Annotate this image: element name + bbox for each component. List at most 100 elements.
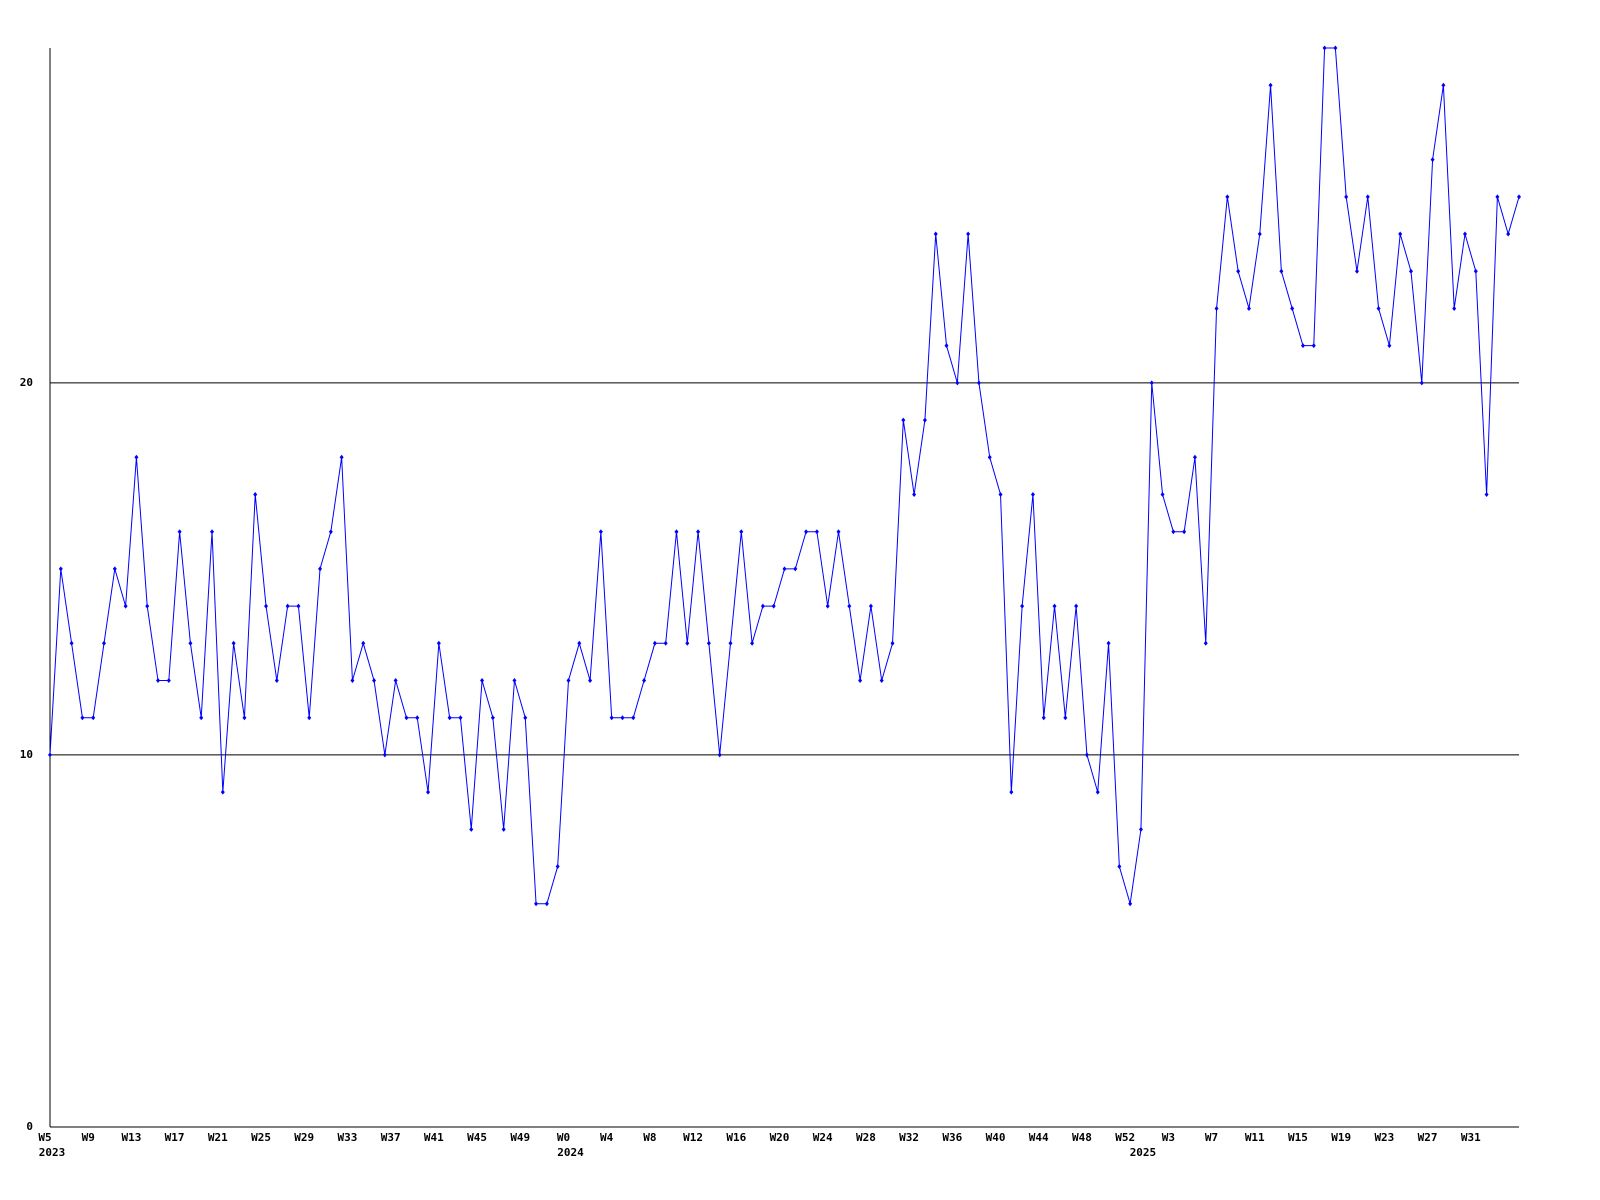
data-point (145, 603, 150, 609)
x-tick-label: W23 (1374, 1131, 1394, 1144)
data-point (1074, 603, 1079, 609)
data-point (1084, 752, 1089, 758)
data-point (1495, 194, 1500, 200)
data-point (760, 603, 765, 609)
data-point (1506, 231, 1511, 237)
data-point (868, 603, 873, 609)
data-point (1290, 305, 1295, 311)
data-point (771, 603, 776, 609)
data-point (264, 603, 269, 609)
x-tick-label: W13 (121, 1131, 141, 1144)
data-point (1517, 194, 1521, 200)
data-point (674, 529, 679, 535)
x-tick-label: W31 (1461, 1131, 1481, 1144)
data-point (112, 566, 117, 572)
data-point (663, 640, 668, 646)
x-tick-label: W3 (1162, 1131, 1175, 1144)
data-point (1020, 603, 1025, 609)
x-tick-label: W27 (1418, 1131, 1438, 1144)
data-point (436, 640, 441, 646)
x-year-label: 2024 (557, 1146, 584, 1159)
x-tick-label: W32 (899, 1131, 919, 1144)
x-tick-label: W45 (467, 1131, 487, 1144)
data-point (220, 789, 225, 795)
data-point (210, 529, 215, 535)
x-tick-label: W21 (208, 1131, 228, 1144)
data-point (91, 715, 96, 721)
data-point (912, 491, 917, 497)
data-point (652, 640, 657, 646)
x-tick-label: W19 (1331, 1131, 1351, 1144)
x-tick-label: W24 (813, 1131, 833, 1144)
x-tick-label: W49 (510, 1131, 530, 1144)
data-point (1484, 491, 1489, 497)
data-point (566, 678, 571, 684)
x-tick-label: W25 (251, 1131, 271, 1144)
data-point (404, 715, 409, 721)
data-point (285, 603, 290, 609)
data-point (890, 640, 895, 646)
data-point (825, 603, 830, 609)
data-point (1441, 82, 1446, 88)
x-tick-label: W16 (726, 1131, 746, 1144)
data-point (296, 603, 301, 609)
data-point (1149, 380, 1154, 386)
data-point (814, 529, 819, 535)
data-point (555, 864, 560, 870)
data-point (458, 715, 463, 721)
data-point (1408, 268, 1413, 274)
data-point (242, 715, 247, 721)
data-point (739, 529, 744, 535)
data-point (598, 529, 603, 535)
data-point (1419, 380, 1424, 386)
x-tick-label: W0 (557, 1131, 570, 1144)
data-point (847, 603, 852, 609)
data-point (480, 678, 485, 684)
x-tick-label: W20 (770, 1131, 790, 1144)
data-point (1473, 268, 1478, 274)
data-point (620, 715, 625, 721)
x-tick-label: W11 (1245, 1131, 1265, 1144)
data-point (1095, 789, 1100, 795)
data-point (1462, 231, 1467, 237)
data-point (1171, 529, 1176, 535)
data-point (328, 529, 333, 535)
x-tick-label: W37 (381, 1131, 401, 1144)
data-point (1203, 640, 1208, 646)
data-point (1398, 231, 1403, 237)
x-tick-label: W5 (38, 1131, 51, 1144)
data-point (1063, 715, 1068, 721)
data-point (933, 231, 938, 237)
data-point (588, 678, 593, 684)
data-point (858, 678, 863, 684)
data-point (1236, 268, 1241, 274)
data-point (1311, 343, 1316, 349)
data-point (1387, 343, 1392, 349)
x-tick-label: W7 (1205, 1131, 1218, 1144)
data-point (361, 640, 366, 646)
data-point (80, 715, 85, 721)
data-point (102, 640, 107, 646)
data-point (1257, 231, 1262, 237)
data-point (523, 715, 528, 721)
data-point (534, 901, 539, 907)
x-tick-label: W40 (986, 1131, 1006, 1144)
data-point (642, 678, 647, 684)
data-point (1128, 901, 1133, 907)
data-point (350, 678, 355, 684)
data-point (156, 678, 161, 684)
data-point (1214, 305, 1219, 311)
data-point (134, 454, 139, 460)
x-tick-label: W4 (600, 1131, 614, 1144)
data-point (1452, 305, 1457, 311)
data-point (966, 231, 971, 237)
data-point (1225, 194, 1230, 200)
x-tick-label: W52 (1115, 1131, 1135, 1144)
x-tick-label: W29 (294, 1131, 314, 1144)
data-point (372, 678, 377, 684)
data-point (1268, 82, 1273, 88)
data-point (393, 678, 398, 684)
x-tick-label: W15 (1288, 1131, 1308, 1144)
data-point (717, 752, 722, 758)
x-tick-label: W48 (1072, 1131, 1092, 1144)
